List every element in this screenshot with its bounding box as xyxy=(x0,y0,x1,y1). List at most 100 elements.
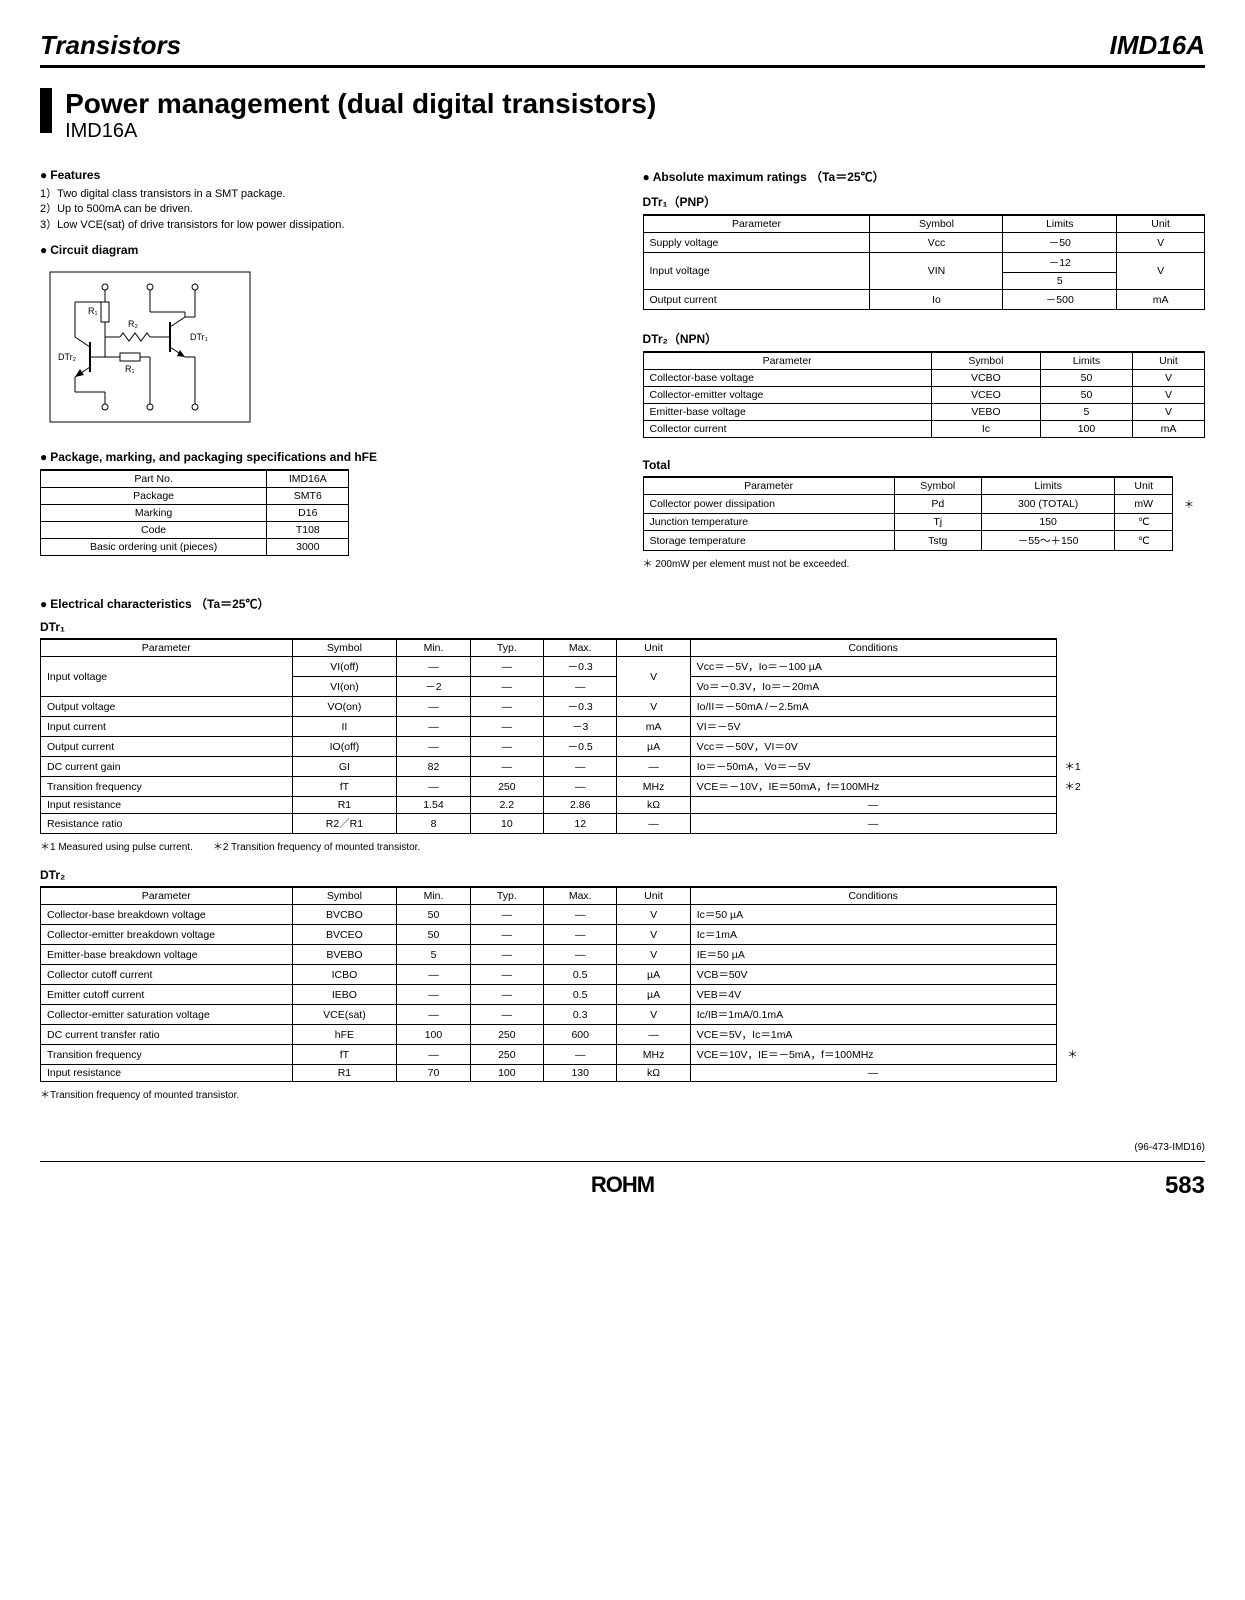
td xyxy=(1056,965,1089,985)
td: — xyxy=(690,814,1056,834)
td: hFE xyxy=(292,1025,397,1045)
td: IE＝50 µA xyxy=(690,945,1056,965)
td: Resistance ratio xyxy=(41,814,293,834)
td xyxy=(1056,945,1089,965)
page-footer: (96-473-IMD16) ROHM 583 xyxy=(40,1161,1205,1198)
td: Vcc xyxy=(870,233,1003,253)
td: — xyxy=(397,737,470,757)
td: IO(off) xyxy=(292,737,397,757)
pkg-c: Code xyxy=(41,522,267,539)
td: — xyxy=(544,925,617,945)
td: 100 xyxy=(1041,421,1133,438)
td: — xyxy=(470,717,543,737)
td: Ic＝1mA xyxy=(690,925,1056,945)
th: Symbol xyxy=(894,477,981,495)
td: Emitter-base voltage xyxy=(643,404,931,421)
td: V xyxy=(617,697,690,717)
pkg-c: T108 xyxy=(267,522,349,539)
td: — xyxy=(617,1025,690,1045)
td: ICBO xyxy=(292,965,397,985)
td: — xyxy=(397,657,470,677)
td: －50 xyxy=(1003,233,1117,253)
td: －0.3 xyxy=(544,657,617,677)
td: ℃ xyxy=(1115,531,1173,551)
td: Io/II＝－50mA /－2.5mA xyxy=(690,697,1056,717)
svg-text:DTr₁: DTr₁ xyxy=(190,332,208,342)
td: VCE(sat) xyxy=(292,1005,397,1025)
td: V xyxy=(1132,404,1204,421)
td: mA xyxy=(1132,421,1204,438)
th: Min. xyxy=(397,887,470,905)
td: µA xyxy=(617,985,690,1005)
td: Input voltage xyxy=(643,253,870,290)
td: －12 xyxy=(1003,253,1117,273)
th: Parameter xyxy=(643,215,870,233)
td: 12 xyxy=(544,814,617,834)
th: Limits xyxy=(1041,352,1133,370)
td: VI(on) xyxy=(292,677,397,697)
td: V xyxy=(1117,233,1205,253)
svg-text:R₁: R₁ xyxy=(125,364,135,374)
td: ＊1 xyxy=(1056,757,1089,777)
elec-dtr1-notes: ＊1 Measured using pulse current. ＊2 Tran… xyxy=(40,838,1205,853)
td xyxy=(1056,905,1089,925)
package-table: Part No.IMD16A PackageSMT6 MarkingD16 Co… xyxy=(40,469,349,556)
td: mA xyxy=(617,717,690,737)
td xyxy=(1056,814,1089,834)
td: 100 xyxy=(397,1025,470,1045)
td: Collector power dissipation xyxy=(643,495,894,514)
th: Parameter xyxy=(41,639,293,657)
package-heading: Package, marking, and packaging specific… xyxy=(40,450,603,464)
td: II xyxy=(292,717,397,737)
right-column: Absolute maximum ratings （Ta＝25℃） DTr₁（P… xyxy=(643,158,1206,570)
td: R1 xyxy=(292,797,397,814)
td: DC current gain xyxy=(41,757,293,777)
pkg-c: Basic ordering unit (pieces) xyxy=(41,539,267,556)
td: VIN xyxy=(870,253,1003,290)
th: Typ. xyxy=(470,887,543,905)
td: IEBO xyxy=(292,985,397,1005)
th: Limits xyxy=(981,477,1115,495)
td: VI＝－5V xyxy=(690,717,1056,737)
td: V xyxy=(617,905,690,925)
td: Input current xyxy=(41,717,293,737)
td: V xyxy=(1132,387,1204,404)
td: Collector cutoff current xyxy=(41,965,293,985)
td: 5 xyxy=(397,945,470,965)
circuit-heading: Circuit diagram xyxy=(40,243,603,257)
th xyxy=(1056,887,1089,905)
th: Parameter xyxy=(41,887,293,905)
td: Vo＝－0.3V，Io＝－20mA xyxy=(690,677,1056,697)
svg-text:DTr₂: DTr₂ xyxy=(58,352,77,362)
td: －0.5 xyxy=(544,737,617,757)
td xyxy=(1056,677,1089,697)
td: 50 xyxy=(1041,387,1133,404)
svg-text:R₁: R₁ xyxy=(88,306,98,316)
td: — xyxy=(470,945,543,965)
td: — xyxy=(470,677,543,697)
td: Tj xyxy=(894,514,981,531)
td xyxy=(1056,1065,1089,1082)
td: Collector-base voltage xyxy=(643,370,931,387)
td: Output current xyxy=(643,290,870,310)
td: 0.5 xyxy=(544,965,617,985)
pkg-c: Marking xyxy=(41,505,267,522)
td: VO(on) xyxy=(292,697,397,717)
td: — xyxy=(470,737,543,757)
td: — xyxy=(397,1045,470,1065)
td: V xyxy=(617,1005,690,1025)
abs-dtr2-label: DTr₂（NPN） xyxy=(643,330,1206,347)
circuit-diagram: R₁ R₂ DTr₁ xyxy=(40,262,603,435)
td: Pd xyxy=(894,495,981,514)
td: V xyxy=(617,925,690,945)
td xyxy=(1056,985,1089,1005)
svg-text:R₂: R₂ xyxy=(128,319,138,329)
th: Parameter xyxy=(643,477,894,495)
td xyxy=(1056,697,1089,717)
td: fT xyxy=(292,1045,397,1065)
td: µA xyxy=(617,737,690,757)
title-bar-icon xyxy=(40,88,52,133)
td xyxy=(1056,925,1089,945)
td: ℃ xyxy=(1115,514,1173,531)
td: Input resistance xyxy=(41,797,293,814)
